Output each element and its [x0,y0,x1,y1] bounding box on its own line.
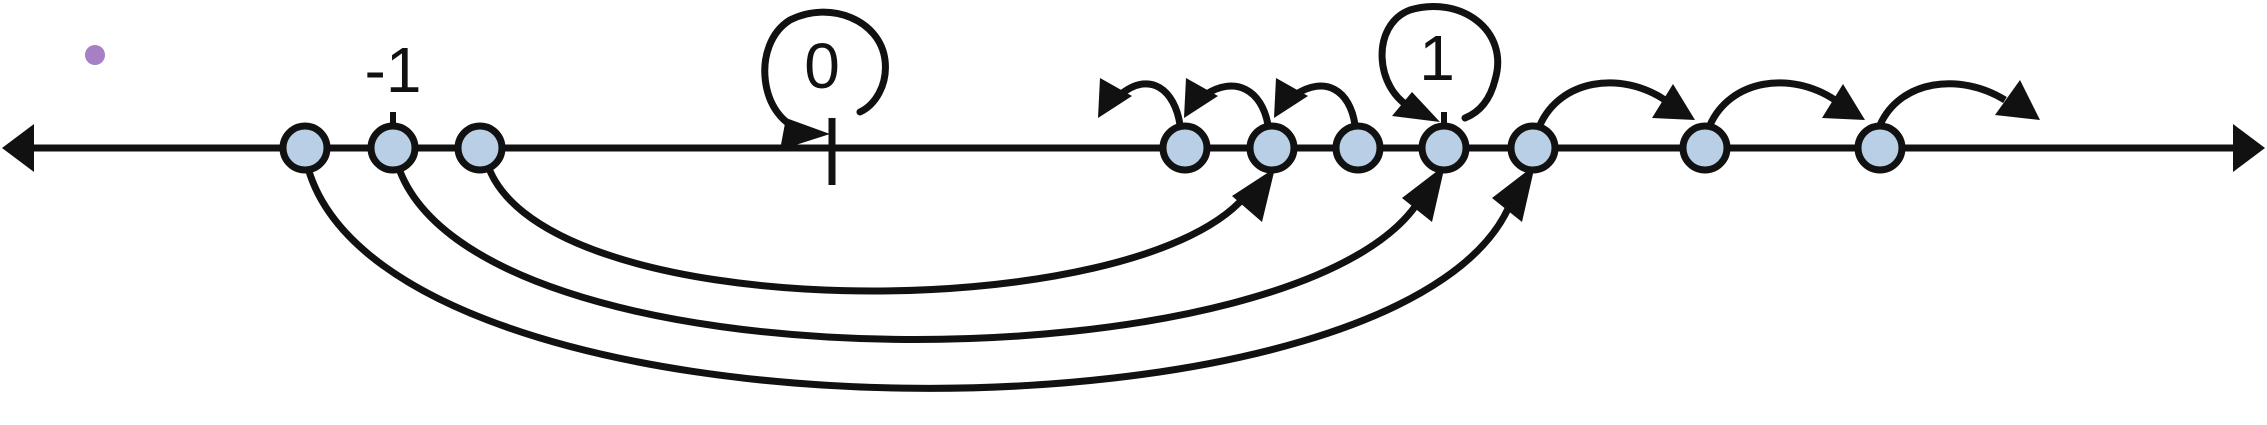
arc-right-2-arrowhead-icon [1822,84,1865,120]
arc-right-3 [1876,80,2007,127]
self-loop-zero [761,8,889,134]
arc-left-1-arrowhead-icon [1098,78,1132,118]
long-arc-1 [481,154,1253,295]
self-loop-zero-arrowhead-icon [780,118,830,150]
arc-right-3-arrowhead-icon [1995,80,2040,120]
point [1246,122,1298,174]
point [367,122,419,174]
long-arc-1-arrowhead-icon [1232,168,1275,222]
number-line [2,124,2265,172]
left-arrowhead-icon [2,124,34,172]
point [1507,122,1559,174]
label-neg-one: -1 [365,34,422,106]
long-arc-2 [391,154,1429,344]
arc-right-1-arrowhead-icon [1652,84,1695,120]
label-zero: 0 [804,30,840,102]
point [1159,122,1211,174]
self-loop-one-arrowhead-icon [1392,92,1440,122]
long-arc-3-arrowhead-icon [1492,165,1535,222]
point [1332,122,1384,174]
points [279,122,1906,174]
point [1679,122,1731,174]
arc-left-3 [1293,82,1359,126]
bullet-dot-icon [85,45,105,65]
point [454,122,506,174]
point [1854,122,1906,174]
arc-left-2 [1203,82,1272,126]
arc-left-3-arrowhead-icon [1274,78,1308,118]
long-arc-3 [301,154,1519,392]
arc-right-1 [1536,79,1667,127]
point [1418,122,1470,174]
arc-right-2 [1706,79,1837,127]
long-arc-2-arrowhead-icon [1402,165,1445,222]
arc-left-1 [1117,80,1184,126]
point [279,122,331,174]
label-one: 1 [1419,22,1455,94]
arc-left-2-arrowhead-icon [1184,78,1218,118]
self-loop-one [1378,3,1502,122]
right-arrowhead-icon [2233,124,2265,172]
